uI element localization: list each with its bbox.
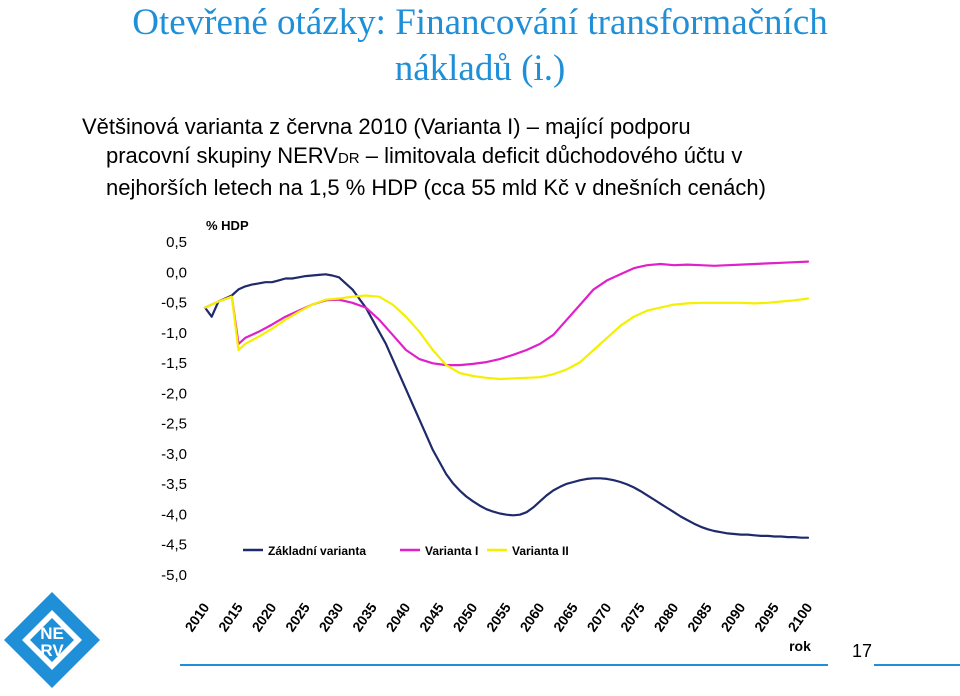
slide-body-text: Většinová varianta z června 2010 (Varian… — [82, 112, 942, 202]
x-tick-label: 2025 — [282, 600, 313, 635]
x-tick-label: 2060 — [516, 600, 547, 635]
x-tick-label: 2075 — [617, 600, 648, 635]
body-line-1: Většinová varianta z června 2010 (Varian… — [82, 114, 691, 139]
y-tick-label: -1,5 — [161, 355, 187, 372]
logo-text-bottom: RV — [40, 641, 64, 660]
x-tick-label: 2090 — [717, 600, 748, 635]
x-tick-label: 2040 — [382, 600, 413, 635]
body-line-2: pracovní skupiny NERVDR – limitovala def… — [82, 141, 942, 173]
y-tick-label: 0,5 — [166, 234, 187, 251]
y-tick-label: -2,0 — [161, 385, 187, 402]
page-number: 17 — [852, 641, 873, 661]
x-tick-label: 2050 — [449, 600, 480, 635]
body-line-3: nejhorších letech na 1,5 % HDP (cca 55 m… — [106, 175, 766, 200]
slide-title-line2: nákladů (i.) — [394, 48, 566, 89]
x-tick-label: 2020 — [248, 600, 279, 635]
series-line-3 — [203, 294, 810, 381]
body-line-2b: – limitovala deficit důchodového účtu v — [359, 143, 743, 168]
body-line-2-subscript: DR — [337, 150, 360, 167]
nerv-logo: NE RV — [4, 592, 100, 688]
y-tick-label: -1,0 — [161, 325, 187, 342]
y-tick-label: -3,0 — [161, 446, 187, 463]
x-tick-label: 2100 — [784, 600, 815, 635]
y-tick-label: -4,0 — [161, 506, 187, 523]
x-tick-label: 2080 — [650, 600, 681, 635]
x-tick-label: 2070 — [583, 600, 614, 635]
x-tick-label: 2030 — [315, 600, 346, 635]
legend-label-3: Varianta II — [512, 544, 569, 558]
slide-title-line1: Otevřené otázky: Financování transformač… — [132, 2, 828, 43]
legend-label-2: Varianta I — [425, 544, 478, 558]
series-line-2 — [203, 260, 810, 367]
x-tick-label: 2065 — [550, 600, 581, 635]
x-tick-label: 2055 — [483, 600, 514, 635]
logo-core — [30, 618, 74, 662]
y-axis-label: % HDP — [206, 218, 249, 233]
x-tick-label: 2010 — [181, 600, 212, 635]
y-tick-label: -3,5 — [161, 476, 187, 493]
footer-rule-right — [874, 664, 960, 666]
y-tick-label: -5,0 — [161, 567, 187, 584]
x-tick-label: 2085 — [684, 600, 715, 635]
legend-label-1: Základní varianta — [268, 544, 366, 558]
y-tick-label: -2,5 — [161, 416, 187, 433]
logo-text-top: NE — [40, 624, 64, 643]
y-tick-label: -0,5 — [161, 295, 187, 312]
x-tick-label: 2035 — [349, 600, 380, 635]
body-line-2a: pracovní skupiny NERV — [106, 143, 338, 168]
series-line-1 — [203, 273, 810, 539]
footer-rule — [180, 664, 828, 666]
x-tick-label: 2045 — [416, 600, 447, 635]
x-axis-label: rok — [789, 638, 811, 654]
y-tick-label: 0,0 — [166, 264, 187, 281]
slide-title: Otevřené otázky: Financování transformač… — [0, 0, 960, 92]
y-tick-label: -4,5 — [161, 537, 187, 554]
x-tick-label: 2015 — [215, 600, 246, 635]
x-tick-label: 2095 — [751, 600, 782, 635]
